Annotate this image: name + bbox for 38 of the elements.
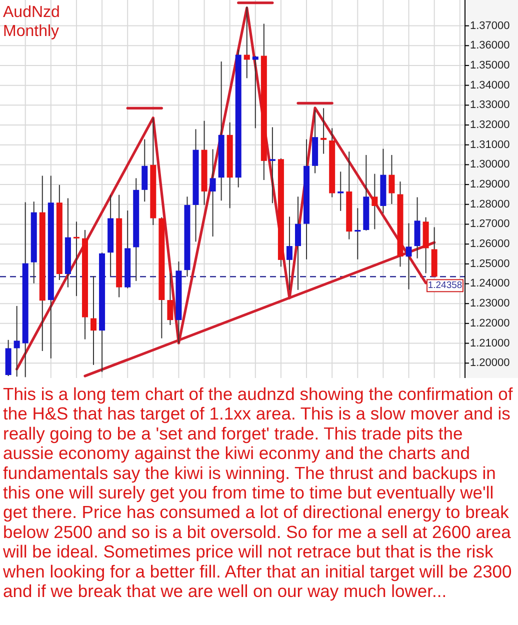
candlestick [14,305,20,378]
y-tick-label: 1.27000 [470,218,510,230]
candlestick [269,126,276,204]
y-tick-label: 1.21000 [470,337,510,350]
y-tick-label: 1.20000 [470,357,510,370]
candlestick [73,221,80,297]
y-tick-label: 1.23000 [470,298,510,310]
candlestick [354,208,361,260]
y-tick-label: 1.33000 [470,99,510,112]
chart-title: AudNzd [3,4,60,21]
y-tick-label: 1.35000 [470,59,510,72]
y-tick-label: 1.29000 [470,178,510,191]
y-tick-label: 1.31000 [470,138,510,151]
candlestick [252,55,258,129]
ref-line-label: 1.24358 [428,280,462,292]
y-tick-label: 1.34000 [470,79,510,92]
y-tick-label: 1.37000 [470,20,510,32]
y-tick-label: 1.25000 [470,258,510,270]
candlestick [388,154,395,204]
candlestick [320,108,327,154]
text: This is a long tem chart of the audnzd showing the confirmation of the H&S that has target of 1.1xx area. This is a slow mover and is really going to be a 'set and forget' trade. This trade pits the aussie economy against the kiwi econmy and the charts and fundamentals say the kiwi is winning. The thrust and backups in this one will surely get you from time to time but eventually we'll get there. Price has consumed a lot of directional energy to break below 2500 and so is a bit oversold. So for me a sell at 2600 area will be ideal. Sometimes price will not retrace but that is the risk when looking for a better fill. After that an initial target will be 2300 and if we break that we are well on our way much lower... [3,384,513,601]
y-tick-label: 1.32000 [470,119,510,132]
y-tick-label: 1.36000 [470,40,510,52]
y-tick-label: 1.24000 [470,278,510,290]
candlestick [210,148,216,238]
candlestick [372,173,378,230]
candlestick [90,276,97,366]
y-tick-label: 1.22000 [470,317,510,330]
candlestick [244,6,250,79]
candlestick [338,171,344,212]
y-tick-label: 1.30000 [470,158,510,171]
candlestick [167,272,174,326]
y-tick-label: 1.28000 [470,198,510,210]
candlestick [295,196,301,290]
text: Monthly [3,23,60,40]
y-tick-label: 1.26000 [470,238,510,250]
candlestick [286,216,292,290]
candlestick [406,222,412,290]
